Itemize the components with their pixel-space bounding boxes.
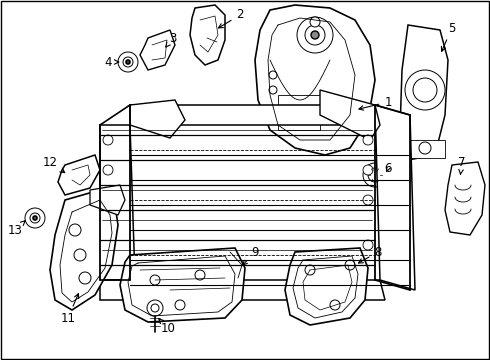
Circle shape bbox=[363, 135, 373, 145]
Circle shape bbox=[150, 275, 160, 285]
Circle shape bbox=[103, 240, 113, 250]
Text: 13: 13 bbox=[7, 221, 25, 237]
Circle shape bbox=[269, 86, 277, 94]
Text: 10: 10 bbox=[159, 319, 175, 334]
Text: 7: 7 bbox=[458, 156, 466, 174]
Circle shape bbox=[413, 78, 437, 102]
Circle shape bbox=[405, 70, 445, 110]
Text: 8: 8 bbox=[359, 246, 382, 263]
Circle shape bbox=[79, 272, 91, 284]
Polygon shape bbox=[190, 5, 225, 65]
Circle shape bbox=[175, 300, 185, 310]
Text: 6: 6 bbox=[384, 162, 392, 175]
Circle shape bbox=[195, 270, 205, 280]
Polygon shape bbox=[320, 90, 380, 140]
Polygon shape bbox=[50, 190, 118, 310]
Text: 1: 1 bbox=[359, 95, 392, 110]
Polygon shape bbox=[100, 280, 385, 300]
Circle shape bbox=[363, 165, 373, 175]
Circle shape bbox=[368, 168, 382, 182]
Text: 3: 3 bbox=[166, 31, 177, 47]
Circle shape bbox=[363, 195, 373, 205]
Polygon shape bbox=[400, 25, 448, 160]
Circle shape bbox=[345, 260, 355, 270]
Circle shape bbox=[269, 71, 277, 79]
Circle shape bbox=[123, 57, 133, 67]
Circle shape bbox=[305, 25, 325, 45]
Circle shape bbox=[33, 216, 37, 220]
Circle shape bbox=[363, 163, 387, 187]
Circle shape bbox=[311, 31, 319, 39]
Polygon shape bbox=[140, 30, 175, 70]
Polygon shape bbox=[130, 100, 185, 138]
Text: 11: 11 bbox=[60, 294, 79, 324]
Polygon shape bbox=[100, 125, 135, 280]
Polygon shape bbox=[90, 185, 125, 215]
Text: 9: 9 bbox=[243, 246, 259, 265]
Circle shape bbox=[103, 195, 113, 205]
Polygon shape bbox=[445, 162, 485, 235]
Circle shape bbox=[74, 249, 86, 261]
Polygon shape bbox=[120, 248, 245, 322]
Polygon shape bbox=[58, 155, 100, 195]
Circle shape bbox=[118, 52, 138, 72]
Circle shape bbox=[126, 60, 130, 64]
Polygon shape bbox=[375, 105, 415, 290]
Polygon shape bbox=[405, 140, 445, 158]
Circle shape bbox=[25, 208, 45, 228]
Circle shape bbox=[345, 115, 355, 125]
Text: 2: 2 bbox=[219, 9, 244, 28]
Circle shape bbox=[147, 300, 163, 316]
Circle shape bbox=[103, 135, 113, 145]
Circle shape bbox=[69, 224, 81, 236]
Circle shape bbox=[30, 213, 40, 223]
Polygon shape bbox=[278, 95, 320, 130]
Circle shape bbox=[151, 304, 159, 312]
Circle shape bbox=[310, 17, 320, 27]
Text: 12: 12 bbox=[43, 156, 65, 173]
Circle shape bbox=[103, 165, 113, 175]
Circle shape bbox=[363, 240, 373, 250]
Polygon shape bbox=[130, 105, 380, 125]
Polygon shape bbox=[285, 248, 368, 325]
Circle shape bbox=[297, 17, 333, 53]
Polygon shape bbox=[255, 5, 375, 155]
Text: 5: 5 bbox=[441, 22, 456, 51]
Circle shape bbox=[330, 300, 340, 310]
Circle shape bbox=[305, 265, 315, 275]
Text: 4: 4 bbox=[104, 55, 119, 68]
Circle shape bbox=[419, 142, 431, 154]
